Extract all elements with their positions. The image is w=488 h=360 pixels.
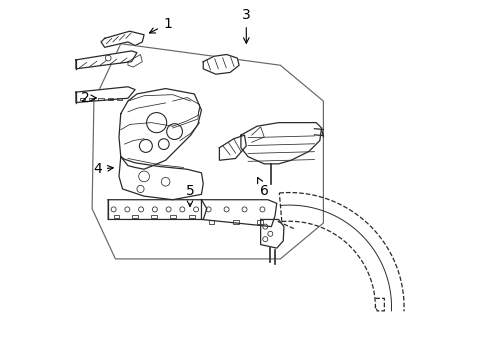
Polygon shape [260,220,284,248]
Polygon shape [119,89,201,169]
Bar [232,220,238,224]
Bar [151,215,157,219]
Bar [132,215,138,219]
Polygon shape [76,87,135,103]
Bar [188,215,194,219]
Text: 6: 6 [257,177,268,198]
Polygon shape [203,54,239,74]
Text: 2: 2 [81,90,96,104]
Polygon shape [219,135,246,160]
Polygon shape [76,51,137,69]
Text: 5: 5 [185,184,194,206]
Bar [117,98,122,100]
Polygon shape [101,31,144,47]
Text: 4: 4 [93,162,113,176]
Bar [89,98,94,100]
Text: 3: 3 [242,8,250,43]
Polygon shape [241,123,321,164]
Bar [80,98,85,100]
Polygon shape [201,200,276,226]
Polygon shape [119,157,203,200]
Polygon shape [108,200,206,220]
Bar [113,215,119,219]
Bar [257,220,262,224]
Bar [170,215,176,219]
Bar [98,98,103,100]
Text: 1: 1 [149,17,171,33]
Bar [208,220,214,224]
Bar [107,98,113,100]
